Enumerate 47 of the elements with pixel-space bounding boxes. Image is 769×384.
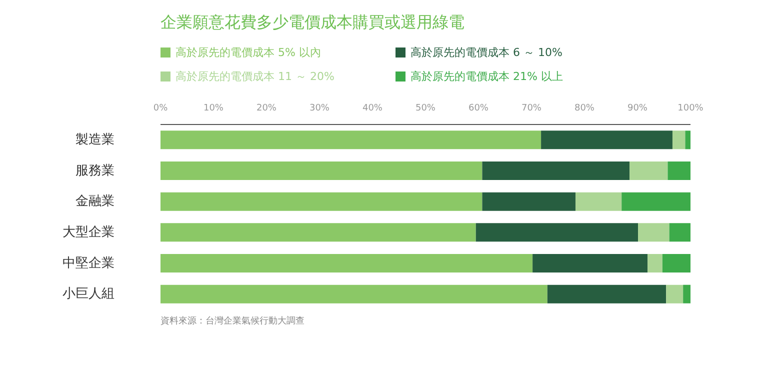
y-tick-label: 中堅企業 [62, 256, 114, 271]
bar [666, 284, 684, 304]
bar [160, 284, 548, 304]
x-tick-label: 100% [678, 104, 704, 114]
legend-label: 高於原先的電價成本 21% 以上 [410, 70, 563, 83]
legend-label: 高於原先的電價成本 6 ～ 10% [410, 46, 562, 59]
bar [672, 130, 686, 150]
bar [541, 130, 672, 150]
x-tick-label: 40% [362, 104, 383, 114]
legend-label: 高於原先的電價成本 11 ～ 20% [176, 70, 334, 83]
y-tick-label: 製造業 [76, 132, 114, 148]
bar [662, 254, 690, 272]
x-tick-label: 10% [204, 104, 224, 114]
bar [669, 223, 690, 242]
x-tick-label: 20% [256, 104, 277, 114]
bar [648, 254, 662, 272]
legend-label: 高於原先的電價成本 5% 以內 [176, 46, 321, 59]
bar [575, 192, 622, 211]
bar [160, 223, 476, 242]
bar [685, 130, 690, 150]
bar [160, 130, 542, 150]
bar [160, 162, 482, 180]
bar [622, 192, 690, 211]
bar [638, 223, 670, 242]
bar [547, 284, 666, 304]
source-note: 資料來源：台灣企業氣候行動大調查 [160, 316, 304, 326]
x-tick-label: 80% [574, 104, 595, 114]
bar [630, 162, 668, 180]
y-tick-label: 服務業 [76, 163, 114, 178]
chart-title: 企業願意花費多少電價成本購買或選用綠電 [160, 12, 464, 32]
bar [482, 162, 630, 180]
x-tick-label: 60% [468, 104, 489, 114]
y-tick-label: 金融業 [76, 194, 114, 210]
bar [532, 254, 648, 272]
x-tick-label: 90% [628, 104, 648, 114]
bar [160, 254, 533, 272]
x-tick-label: 70% [522, 104, 542, 114]
bar [668, 162, 690, 180]
x-tick-label: 30% [310, 104, 330, 114]
y-tick-label: 大型企業 [62, 224, 114, 240]
bar [683, 284, 690, 304]
x-tick-label: 50% [416, 104, 436, 114]
bar [482, 192, 576, 211]
bar [160, 192, 482, 211]
y-tick-label: 小巨人組 [62, 286, 114, 302]
bar [476, 223, 638, 242]
x-tick-label: 0% [153, 104, 168, 114]
